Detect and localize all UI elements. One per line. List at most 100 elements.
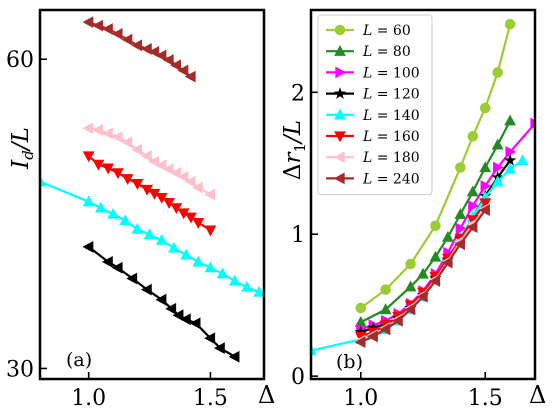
panel-b-series-1-point-10	[504, 114, 517, 126]
panel-a-series-4-point-0	[82, 16, 94, 29]
panel-a-series-2-point-6	[141, 184, 154, 196]
panel-a-x-tick-label-1: 1.5	[193, 386, 228, 411]
panel-a-series-1-point-3	[107, 207, 119, 219]
panel-a-series-3-point-10	[170, 167, 181, 179]
panel-b-series-7-point-1	[367, 330, 378, 343]
legend-marker-7	[333, 172, 345, 185]
panel-b-series-0-point-6	[479, 102, 491, 114]
panel-a-series-0-point-5	[155, 293, 167, 306]
panel-b-series-3-point-12	[503, 153, 517, 166]
panel-b-series-1-point-5	[441, 230, 454, 242]
panel-b-series-1-point-6	[454, 208, 467, 220]
panel-b-series-1-point-9	[491, 138, 504, 150]
panel-b-series-7-point-0	[354, 336, 366, 348]
legend-label-4: L = 140	[362, 108, 420, 124]
panel-b-series-7-point-8	[454, 238, 465, 251]
panel-a-series-0-point-10	[204, 332, 216, 345]
panel-a-series-4-point-3	[111, 28, 123, 40]
legend-label-5: L = 160	[362, 129, 420, 145]
panel-a-series-4-point-12	[184, 70, 196, 83]
panel-b-legend: L = 60 L = 80 L = 100 L = 120 L = 140 L = 160…	[317, 14, 433, 196]
panel-b-series-7-point-10	[479, 204, 490, 217]
legend-label-2: L = 100	[362, 65, 420, 81]
panel-a-series-1-point-9	[180, 248, 192, 260]
panel-a-series-1-point-15	[253, 285, 264, 297]
panel-a-series-4-point-6	[140, 43, 152, 55]
panel-b-series-7-point-5	[416, 290, 428, 303]
panel-a-series-3-point-8	[155, 159, 167, 172]
legend-label-3: L = 120	[362, 87, 420, 103]
legend-marker-6	[333, 151, 345, 164]
panel-b-series-3-point-1	[367, 321, 380, 334]
panel-a-series-0-point-4	[140, 283, 152, 296]
panel-a-series-2-point-11	[177, 208, 190, 220]
panel-a-series-0-point-11	[213, 342, 225, 355]
panel-b-frame	[309, 8, 537, 381]
panel-b-series-1-point-2	[404, 280, 417, 292]
panel-b-series-5-point-0	[354, 331, 367, 343]
panel-b-series-7-point-9	[466, 221, 478, 234]
panel-a-series-2-point-13	[192, 217, 205, 229]
panel-b-series-5-point-10	[479, 198, 492, 210]
panel-a-plot-area	[40, 16, 264, 363]
panel-a-series-3-point-1	[92, 124, 104, 136]
panel-b-series-0-point-8	[504, 18, 516, 30]
panel-a-y-tick-label-1: 60	[6, 48, 34, 73]
panel-b-series-3-point-0	[354, 325, 367, 338]
panel-b-series-7-point-3	[391, 314, 403, 327]
panel-b-series-0-point-7	[492, 67, 503, 78]
panel-a-series-4-point-8	[155, 49, 167, 62]
panel-b-plot-area	[311, 18, 535, 356]
panel-a-series-2-point-3	[112, 168, 124, 180]
legend-label-1: L = 80	[362, 44, 411, 60]
legend-marker-4	[334, 108, 346, 120]
panel-b-series-0-point-3	[430, 220, 441, 231]
panel-a-series-0-point-1	[101, 255, 113, 268]
panel-b-series-0-point-1	[380, 284, 391, 295]
panel-a-series-3-point-12	[184, 175, 196, 188]
panel-a-series-3-point-5	[131, 143, 143, 156]
panel-a-series-1-point-6	[143, 228, 156, 240]
panel-a-series-4-point-11	[177, 64, 189, 77]
panel-a-xlabel: Δ	[258, 381, 275, 409]
panel-a-x-tick-label-0: 1.0	[71, 386, 106, 411]
panel-a-series-1-point-0	[40, 175, 46, 187]
panel-a-series-2-point-5	[131, 178, 144, 190]
panel-a-series-1-point-10	[192, 255, 205, 267]
panel-b-ylabel: Δr1/L	[280, 120, 309, 180]
panel-a-series-3-point-3	[111, 131, 123, 143]
panel-b-series-4-point-13	[504, 162, 517, 174]
panel-a-series-0-point-3	[126, 272, 138, 285]
panel-a-series-4-point-4	[121, 33, 133, 46]
panel-b-y-tick-label-0: 0	[291, 365, 305, 390]
panel-b-series-2-point-8	[455, 222, 467, 235]
panel-b-x-tick-label-0: 1.0	[343, 386, 378, 411]
panel-b-series-2-point-9	[468, 199, 479, 212]
panel-a-series-0-point-0	[82, 240, 94, 253]
panel-a-series-3-point-9	[162, 163, 174, 176]
legend-marker-1	[334, 45, 346, 56]
panel-b-ticks: 1.0 1.5 0 1 2	[291, 81, 503, 411]
panel-a-series-4-point-9	[162, 54, 174, 66]
legend-marker-5	[334, 131, 346, 143]
panel-a-series-1-line	[40, 180, 260, 294]
panel-b-series-2-point-11	[493, 161, 504, 174]
panel-a-series-2-point-2	[102, 163, 115, 175]
panel-a-series-0-point-2	[111, 261, 123, 274]
panel-a-series-1-point-4	[119, 214, 132, 226]
legend-label-6: L = 180	[362, 150, 420, 166]
panel-a-series-3-point-2	[101, 127, 113, 140]
panel-a-series-2-point-12	[185, 212, 197, 224]
panel-b-x-tick-label-1: 1.5	[468, 386, 503, 411]
panel-b-series-4-point-14	[516, 154, 529, 166]
panel-a-series-2-point-4	[121, 174, 134, 185]
panel-a-series-4-point-1	[92, 19, 104, 32]
panel-a-series-4-point-5	[131, 39, 143, 52]
panel-a-series-2-point-1	[92, 159, 105, 171]
panel-b-series-1-point-1	[379, 303, 392, 315]
panel-b-series-7-point-7	[441, 256, 453, 269]
panel-a-series-4-point-2	[101, 23, 113, 35]
panel-b-series-1-point-0	[354, 316, 367, 327]
panel-a-series-1-point-2	[94, 201, 107, 213]
panel-b-series-4-point-12	[491, 175, 504, 187]
